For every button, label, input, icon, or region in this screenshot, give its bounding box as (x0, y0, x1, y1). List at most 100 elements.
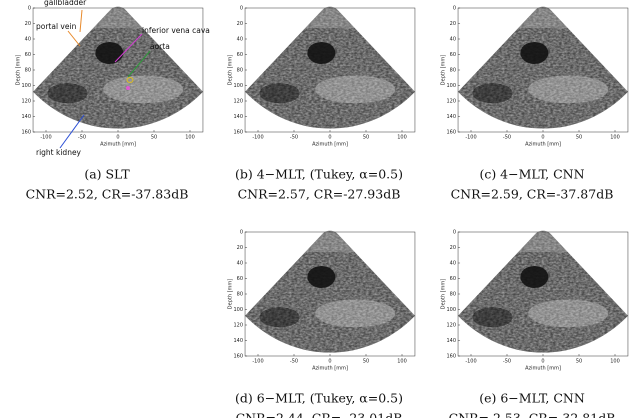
y-tick-label: 0 (28, 6, 31, 12)
y-tick-label: 0 (240, 6, 243, 12)
x-tick-label: 50 (576, 135, 582, 141)
bright-region (528, 299, 609, 328)
panel-metrics: CNR=2.59, CR=-37.87dB (451, 187, 614, 202)
annotation-label: gallbladder (44, 0, 87, 7)
y-tick-label: 80 (237, 292, 243, 298)
top-bright (458, 6, 628, 28)
dark-region (472, 307, 513, 328)
x-tick-label: 0 (116, 135, 119, 141)
y-tick-label: 160 (21, 130, 31, 136)
y-tick-label: 80 (25, 68, 31, 74)
panel: 0 20 40 60 80 100 120 140 160 -100 -50 0 50 100 Azimut… (441, 6, 629, 202)
y-axis-label: Depth [mm] (16, 55, 22, 86)
panel-metrics: CNR=2.57, CR=-27.93dB (238, 187, 401, 202)
x-tick-label: 100 (610, 135, 620, 141)
bright-region (103, 75, 184, 104)
y-tick-label: 100 (233, 83, 243, 89)
x-tick-label: -100 (465, 135, 476, 141)
y-tick-label: 120 (233, 323, 243, 329)
lesion (520, 265, 549, 288)
panel-caption: (a) SLT (84, 167, 130, 182)
x-axis-label: Azimuth [mm] (100, 142, 136, 148)
y-axis-label: Depth [mm] (228, 55, 234, 86)
lesion (307, 265, 336, 288)
y-tick-label: 120 (446, 99, 456, 105)
y-tick-label: 100 (233, 307, 243, 313)
annotation-arrow (79, 9, 83, 33)
x-tick-label: 0 (541, 135, 544, 141)
y-tick-label: 60 (450, 276, 456, 282)
y-tick-label: 40 (237, 37, 243, 43)
panel-metrics: CNR=2.52, CR=-37.83dB (26, 187, 189, 202)
y-tick-label: 140 (446, 114, 456, 120)
panel: 0 20 40 60 80 100 120 140 160 -100 -50 0 50 100 Azimut… (228, 230, 416, 418)
panel: 0 20 40 60 80 100 120 140 160 -100 -50 0 50 100 Azimut… (441, 230, 629, 418)
y-tick-label: 40 (450, 37, 456, 43)
panel-metrics: CNR= 2.53, CR=-32.81dB (449, 411, 616, 418)
y-axis-label: Depth [mm] (441, 279, 447, 310)
aorta-marker (126, 77, 134, 83)
y-tick-label: 140 (233, 114, 243, 120)
annotation-arrow (67, 30, 81, 47)
y-axis-label: Depth [mm] (441, 55, 447, 86)
y-tick-label: 20 (450, 21, 456, 27)
lesion (520, 41, 549, 64)
x-axis-label: Azimuth [mm] (525, 142, 561, 148)
x-tick-label: 100 (397, 359, 407, 365)
x-tick-label: 0 (328, 359, 331, 365)
y-tick-label: 80 (450, 68, 456, 74)
x-tick-label: -50 (78, 135, 86, 141)
x-tick-label: -100 (252, 135, 263, 141)
bright-region (315, 75, 396, 104)
annotation-label: inferior vena cava (142, 26, 210, 35)
y-tick-label: 20 (237, 245, 243, 251)
y-tick-label: 100 (21, 83, 31, 89)
x-tick-label: -100 (252, 359, 263, 365)
y-tick-label: 20 (25, 21, 31, 27)
annotation-arrow (59, 114, 85, 149)
x-tick-label: 100 (185, 135, 195, 141)
y-tick-label: 0 (240, 230, 243, 236)
x-tick-label: 50 (576, 359, 582, 365)
annotation-label: portal vein (36, 22, 77, 31)
top-bright (458, 230, 628, 252)
top-bright (245, 6, 415, 28)
ultrasound-image (458, 6, 628, 129)
y-tick-label: 20 (237, 21, 243, 27)
bright-region (315, 299, 396, 328)
y-tick-label: 60 (25, 52, 31, 58)
dark-region (259, 307, 300, 328)
y-tick-label: 120 (446, 323, 456, 329)
annotation-label: aorta (150, 42, 170, 51)
y-tick-label: 100 (446, 307, 456, 313)
y-tick-label: 60 (237, 52, 243, 58)
x-axis-label: Azimuth [mm] (312, 366, 348, 372)
x-tick-label: 100 (610, 359, 620, 365)
y-tick-label: 40 (450, 261, 456, 267)
x-tick-label: -100 (40, 135, 51, 141)
y-tick-label: 140 (21, 114, 31, 120)
y-tick-label: 0 (453, 230, 456, 236)
panel-caption: (b) 4−MLT, (Tukey, α=0.5) (235, 167, 403, 182)
bright-region (528, 75, 609, 104)
dark-region (472, 83, 513, 104)
x-tick-label: 50 (151, 135, 157, 141)
y-tick-label: 40 (25, 37, 31, 43)
y-tick-label: 120 (21, 99, 31, 105)
y-tick-label: 80 (237, 68, 243, 74)
lesion (307, 41, 336, 64)
y-tick-label: 60 (237, 276, 243, 282)
x-tick-label: -50 (503, 359, 511, 365)
ultrasound-image (458, 230, 628, 353)
y-tick-label: 20 (450, 245, 456, 251)
ultrasound-image (245, 230, 415, 353)
x-tick-label: 0 (541, 359, 544, 365)
dark-region (47, 83, 88, 104)
panel-caption: (d) 6−MLT, (Tukey, α=0.5) (235, 391, 403, 406)
x-tick-label: 50 (363, 135, 369, 141)
x-tick-label: 0 (328, 135, 331, 141)
y-tick-label: 60 (450, 52, 456, 58)
lesion (95, 41, 124, 64)
panel-caption: (e) 6−MLT, CNN (479, 391, 585, 406)
